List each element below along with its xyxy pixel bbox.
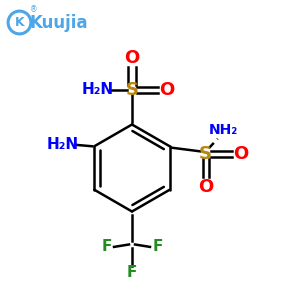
Text: NH₂: NH₂ xyxy=(209,123,238,137)
Text: O: O xyxy=(124,49,140,67)
Text: ®: ® xyxy=(30,5,37,14)
Text: O: O xyxy=(160,81,175,99)
Text: O: O xyxy=(233,145,248,163)
Text: O: O xyxy=(198,178,213,196)
Text: H₂N: H₂N xyxy=(81,82,114,98)
Text: Kuujia: Kuujia xyxy=(29,14,88,32)
Text: S: S xyxy=(125,81,139,99)
Text: S: S xyxy=(199,145,212,163)
Text: K: K xyxy=(15,16,24,29)
Text: F: F xyxy=(127,265,137,280)
Text: H₂N: H₂N xyxy=(47,137,79,152)
Text: F: F xyxy=(152,239,163,254)
Text: F: F xyxy=(101,239,112,254)
